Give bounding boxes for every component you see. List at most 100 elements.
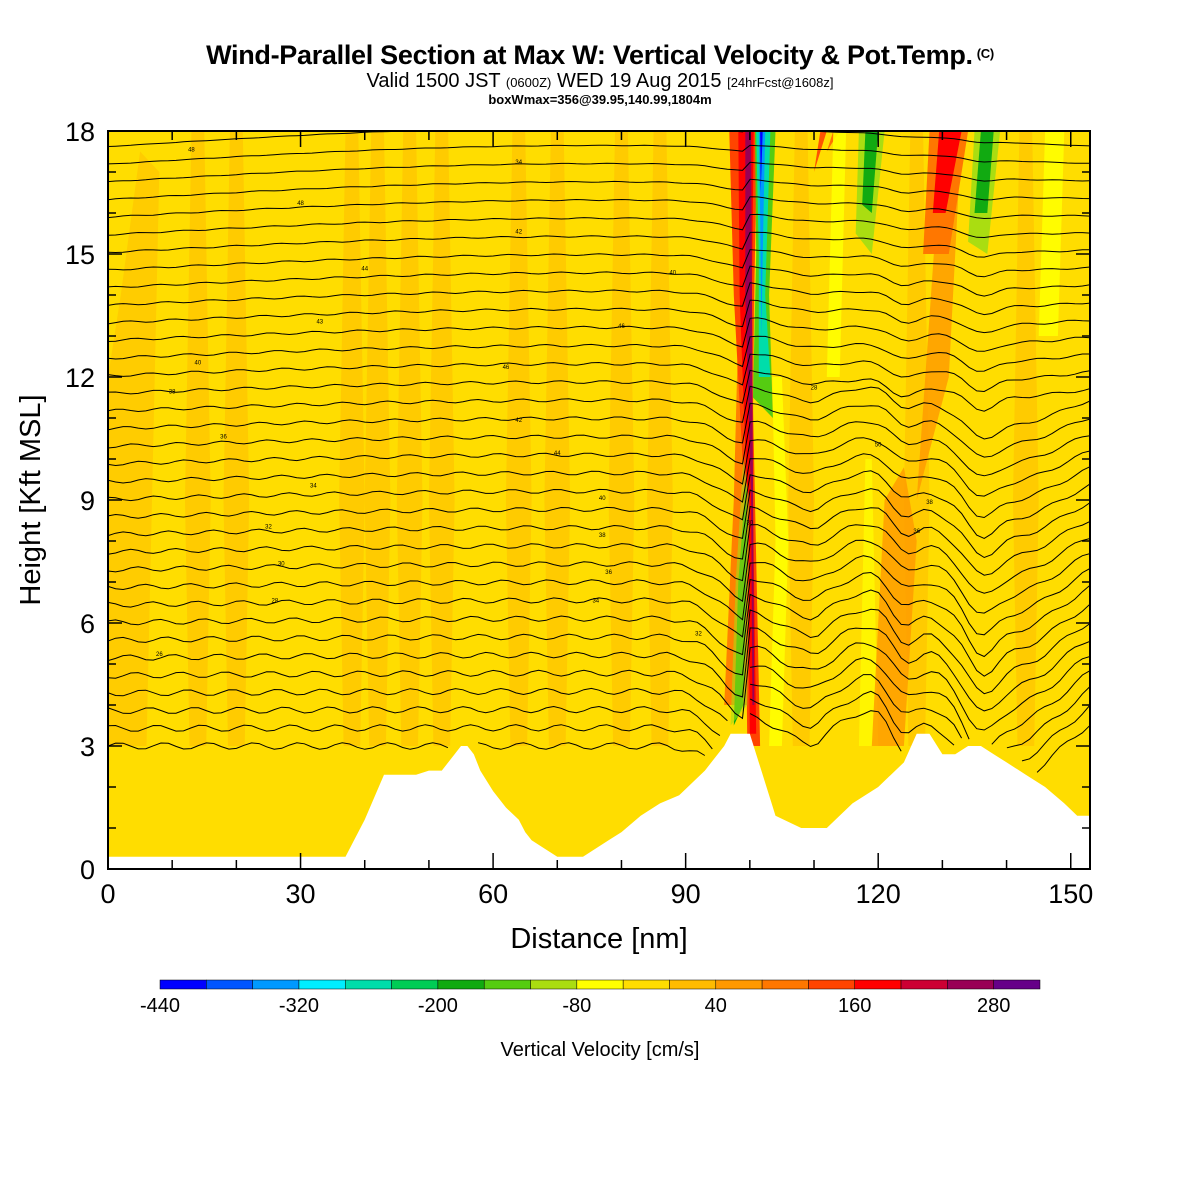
theta-contour-line <box>108 690 1090 762</box>
theta-contour-label: 46 <box>503 365 510 371</box>
theta-contour-label: 40 <box>669 271 676 277</box>
theta-contour-label: 43 <box>316 320 323 326</box>
theta-contour-line <box>108 161 1090 183</box>
theta-contour-label: 28 <box>272 599 279 605</box>
x-tick-label: 30 <box>286 879 316 909</box>
colorbar-tick-label: -320 <box>279 995 319 1017</box>
theta-contour-label: 38 <box>599 533 606 539</box>
colorbar-tick-label: 160 <box>838 995 871 1017</box>
theta-contour-line <box>108 402 1090 458</box>
orange-streak <box>396 131 423 746</box>
colorbar-tick-label: 280 <box>977 995 1010 1017</box>
colorbar-swatch <box>900 979 948 990</box>
colorbar-swatch <box>483 979 531 990</box>
theta-contour-line <box>108 282 1090 316</box>
theta-contour-label: 44 <box>554 451 561 457</box>
theta-contour-line <box>108 642 1090 731</box>
colorbar-swatch <box>715 979 763 990</box>
orange-streak <box>364 131 391 746</box>
theta-contour-line <box>108 385 1090 440</box>
chart-subtitle: Valid 1500 JST (0600Z) WED 19 Aug 2015 [… <box>0 71 1200 93</box>
chart-titles: Wind-Parallel Section at Max W: Vertical… <box>0 40 1200 106</box>
theta-contour-label: 32 <box>265 525 272 531</box>
colorbar: -440 -320 -200 -80 40 160 280 <box>140 979 1041 1017</box>
orange-region-left <box>108 151 160 746</box>
red-plume-core <box>932 131 962 213</box>
velocity-shading <box>108 131 1065 746</box>
theta-contour-label: 30 <box>746 521 753 527</box>
valid-zulu: (0600Z) <box>505 75 552 90</box>
theta-contour-line <box>108 710 1090 773</box>
green-streak-core <box>974 131 994 213</box>
colorbar-swatch <box>947 979 994 990</box>
theta-contour-label: 34 <box>310 484 317 490</box>
theta-contour-line <box>108 196 1090 220</box>
theta-contour-line <box>108 131 1090 147</box>
y-tick-label: 9 <box>80 486 95 516</box>
theta-contour-label: 50 <box>875 443 882 449</box>
theta-contour-line <box>108 437 1090 497</box>
y-tick-label: 3 <box>80 732 95 762</box>
theta-contour-line <box>108 335 1090 372</box>
theta-contour-label: 42 <box>515 418 522 424</box>
downdraft-upper-core <box>758 131 766 336</box>
theta-contour-label: 40 <box>195 361 202 367</box>
colorbar-swatch <box>530 979 578 990</box>
yellow-streak <box>1038 131 1065 336</box>
colorbar-title: Vertical Velocity [cm/s] <box>501 1039 700 1061</box>
yellow-streak <box>769 377 789 746</box>
orange-streak <box>185 131 211 746</box>
theta-contour-label: 48 <box>188 148 195 154</box>
plot-area: 48 48 44 43 40 38 36 34 32 30 28 26 34 42 40 46 46 42 44 40… <box>108 123 1090 869</box>
colorbar-tick-label: -200 <box>418 995 458 1017</box>
copyright-mark: (C) <box>976 46 994 61</box>
colorbar-swatch <box>159 979 207 990</box>
colorbar-swatch <box>808 979 855 990</box>
theta-contour-label: 48 <box>297 201 304 207</box>
theta-contour-line <box>108 453 1090 519</box>
y-tick-label: 18 <box>65 117 95 147</box>
theta-contour-line <box>108 555 1090 636</box>
x-tick-label: 90 <box>671 879 701 909</box>
theta-contour-label: 36 <box>913 529 920 535</box>
theta-contour-line <box>108 178 1090 201</box>
colorbar-tick-label: -80 <box>562 995 591 1017</box>
theta-contour-line <box>108 627 1090 712</box>
theta-contour-line <box>108 505 1090 576</box>
theta-contour-line <box>108 123 1090 129</box>
colorbar-swatch <box>437 979 485 990</box>
orange-streak <box>428 131 455 746</box>
theta-contour-label: 38 <box>926 500 933 506</box>
theta-contour-line <box>108 524 1090 594</box>
x-tick-label: 0 <box>100 879 115 909</box>
theta-contour-line <box>108 299 1090 334</box>
y-axis-title: Height [Kft MSL] <box>15 394 47 605</box>
orange-streak <box>788 131 814 746</box>
yellow-streak <box>826 131 847 377</box>
orange-streak <box>647 131 673 746</box>
theta-contour-line <box>108 249 1090 278</box>
theta-contour-label: 38 <box>169 389 176 395</box>
theta-contour-label: 34 <box>515 160 522 166</box>
orange-streak <box>1013 131 1039 746</box>
theta-contour-line <box>108 589 1090 677</box>
y-tick-label: 0 <box>80 855 95 885</box>
theta-contour-line <box>108 674 1090 749</box>
theta-contour-label: 36 <box>605 570 612 576</box>
theta-contour-line <box>108 213 1090 239</box>
theta-contour-label: 40 <box>599 496 606 502</box>
theta-contour-line <box>108 317 1090 352</box>
theta-contour-label: 32 <box>695 631 702 637</box>
colorbar-swatch <box>298 979 346 990</box>
colorbar-swatch <box>252 979 300 990</box>
orange-streak <box>223 131 250 746</box>
updraft-core <box>745 131 755 705</box>
chart-title-text: Wind-Parallel Section at Max W: Vertical… <box>206 40 973 70</box>
theta-contours <box>108 123 1090 773</box>
colorbar-swatch <box>669 979 717 990</box>
colorbar-swatch <box>622 979 670 990</box>
colorbar-swatch <box>345 979 392 990</box>
colorbar-swatch <box>993 979 1041 990</box>
